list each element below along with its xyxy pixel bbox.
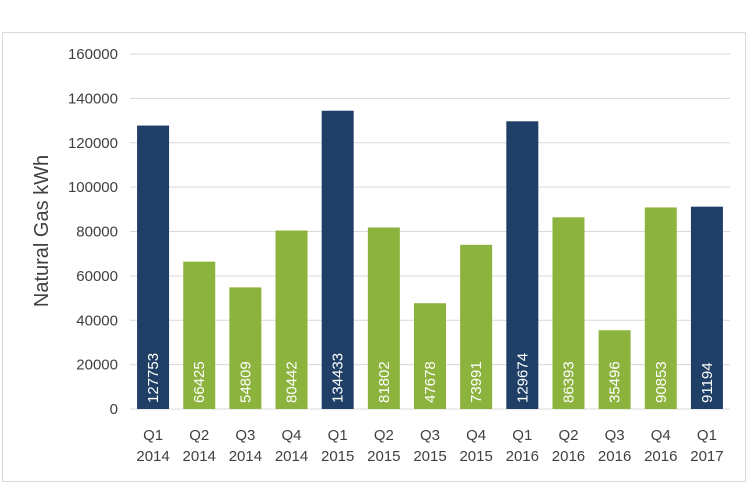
x-tick-year: 2016 (598, 448, 631, 465)
y-tick-label: 80000 (76, 224, 118, 241)
y-tick-label: 60000 (76, 268, 118, 285)
x-tick-quarter: Q2 (189, 427, 209, 444)
y-axis-label: Natural Gas kWh (31, 155, 53, 307)
data-label: 54809 (237, 361, 254, 403)
bar (644, 207, 677, 409)
bar (367, 227, 400, 409)
data-label: 91194 (699, 362, 716, 403)
x-tick-year: 2014 (275, 448, 308, 465)
x-tick-year: 2014 (229, 448, 262, 465)
data-label: 90853 (653, 361, 670, 403)
x-tick-year: 2014 (136, 448, 169, 465)
data-labels: 127753 66425 54809 80442 134433 81802 47678 739… (145, 353, 716, 403)
y-tick-label: 160000 (68, 46, 118, 63)
x-tick-year: 2016 (552, 448, 585, 465)
x-axis-ticks: Q1 2014 Q2 2014 Q3 2014 Q4 2014 Q1 2015 Q2 2015 Q3 20… (136, 427, 723, 465)
data-label: 35496 (607, 361, 624, 403)
bar (183, 261, 216, 409)
x-tick-quarter: Q2 (374, 427, 394, 444)
data-label: 47678 (422, 361, 439, 403)
x-tick-quarter: Q1 (512, 427, 532, 444)
x-tick-quarter: Q2 (558, 427, 578, 444)
x-tick-quarter: Q1 (328, 427, 348, 444)
y-tick-label: 40000 (76, 312, 118, 329)
bars (137, 110, 723, 410)
x-tick-year: 2015 (413, 448, 446, 465)
x-tick-quarter: Q3 (605, 427, 625, 444)
y-tick-label: 100000 (68, 179, 118, 196)
x-tick-quarter: Q4 (651, 427, 671, 444)
x-tick-quarter: Q4 (466, 427, 486, 444)
data-label: 66425 (191, 361, 208, 403)
data-label: 73991 (468, 361, 485, 403)
x-tick-quarter: Q1 (697, 427, 717, 444)
y-axis-ticks: 0 20000 40000 60000 80000 100000 120000 140000 1… (68, 46, 118, 418)
x-tick-year: 2015 (367, 448, 400, 465)
x-tick-year: 2017 (690, 448, 723, 465)
bar (275, 230, 308, 409)
bar (506, 121, 539, 409)
x-tick-quarter: Q4 (282, 427, 302, 444)
x-tick-quarter: Q1 (143, 427, 163, 444)
data-label: 80442 (284, 361, 301, 403)
y-tick-label: 120000 (68, 135, 118, 152)
x-tick-year: 2015 (459, 448, 492, 465)
data-label: 129674 (514, 353, 531, 403)
bar (137, 125, 170, 409)
data-label: 134433 (330, 353, 347, 403)
bar (598, 330, 631, 409)
x-tick-year: 2016 (644, 448, 677, 465)
bar (321, 110, 354, 410)
bar (460, 244, 493, 409)
x-tick-year: 2016 (506, 448, 539, 465)
y-tick-label: 20000 (76, 357, 118, 374)
bar (229, 287, 262, 409)
bar (414, 303, 446, 409)
y-tick-label: 140000 (68, 90, 118, 107)
x-tick-year: 2015 (321, 448, 354, 465)
bar (690, 206, 723, 409)
data-label: 86393 (560, 361, 577, 403)
y-tick-label: 0 (110, 401, 118, 418)
chart-frame (2, 32, 746, 482)
data-label: 127753 (145, 353, 162, 403)
x-tick-quarter: Q3 (235, 427, 255, 444)
x-tick-year: 2014 (183, 448, 216, 465)
data-label: 81802 (376, 361, 393, 403)
bar (552, 217, 585, 409)
x-tick-quarter: Q3 (420, 427, 440, 444)
